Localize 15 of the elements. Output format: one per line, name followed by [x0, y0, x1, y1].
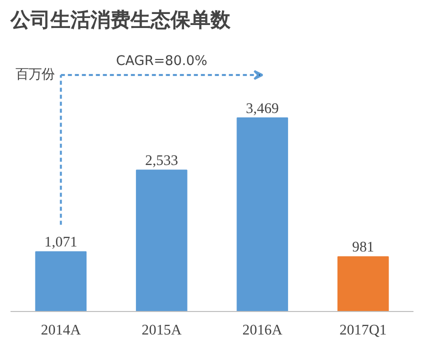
data-label: 1,071 [44, 234, 78, 251]
data-label: 2,533 [145, 153, 178, 170]
bar [35, 251, 87, 312]
bar [337, 256, 389, 312]
chart-title: 公司生活消费生态保单数 [10, 8, 232, 32]
data-label: 3,469 [246, 100, 279, 117]
bar [136, 170, 188, 312]
x-tick-label: 2017Q1 [340, 322, 387, 338]
x-tick-label: 2015A [142, 322, 182, 338]
y-axis-title: 百万份 [16, 68, 54, 82]
text: CAGR=80.0% [116, 54, 208, 69]
data-label: 981 [352, 240, 374, 256]
x-tick-label: 2016A [242, 322, 283, 338]
bar [236, 117, 288, 312]
x-tick-label: 2014A [40, 322, 82, 338]
